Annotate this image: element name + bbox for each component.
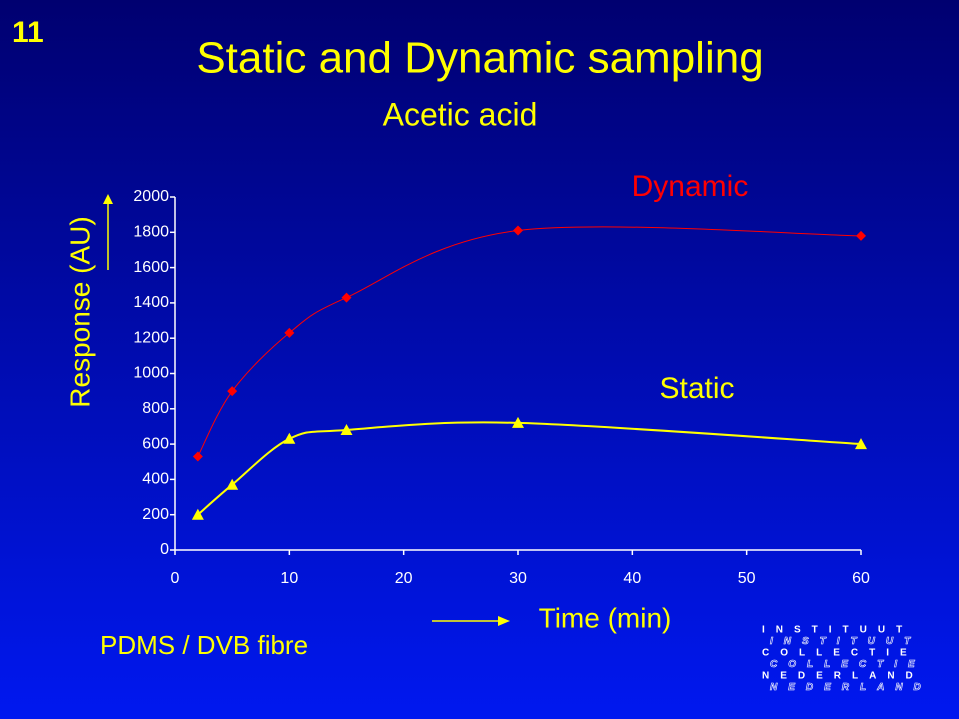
slide-number: 11 bbox=[12, 16, 44, 49]
y-tick-label: 1600 bbox=[133, 259, 169, 276]
y-tick-label: 1400 bbox=[133, 294, 169, 311]
series-label: Static bbox=[659, 372, 734, 405]
x-tick-label: 30 bbox=[509, 570, 527, 587]
data-point bbox=[341, 292, 352, 303]
data-point bbox=[513, 225, 523, 236]
y-tick-label: 800 bbox=[142, 400, 169, 417]
data-point bbox=[284, 327, 295, 338]
y-tick-label: 400 bbox=[142, 471, 169, 488]
x-tick-label: 50 bbox=[738, 570, 756, 587]
y-tick-label: 2000 bbox=[133, 188, 169, 205]
y-tick-label: 1800 bbox=[133, 224, 169, 241]
chart-title: Static and Dynamic sampling bbox=[196, 34, 763, 83]
data-point bbox=[855, 438, 867, 450]
data-point bbox=[512, 416, 524, 428]
x-axis-label: Time (min) bbox=[539, 602, 672, 633]
x-tick-label: 40 bbox=[623, 570, 641, 587]
logo-row: NEDERLAND bbox=[762, 671, 924, 682]
logo-row: COLLECTIE bbox=[770, 659, 926, 670]
x-tick-label: 60 bbox=[852, 570, 870, 587]
y-axis-label: Response (AU) bbox=[64, 216, 95, 407]
logo-row: NEDERLAND bbox=[770, 682, 932, 693]
y-tick-label: 1200 bbox=[133, 329, 169, 346]
plot: 0 200 400 600 800 1000 1200 1400 1600 1800 2000 0 10… bbox=[133, 170, 870, 587]
logo-row: INSTITUUT bbox=[762, 625, 913, 636]
x-tick-label: 10 bbox=[280, 570, 298, 587]
x-tick-label: 20 bbox=[395, 570, 413, 587]
logo-row: INSTITUUT bbox=[770, 636, 921, 647]
y-tick-label: 1000 bbox=[133, 365, 169, 382]
logo: INSTITUUTINSTITUUTCOLLECTIECOLLECTIENEDE… bbox=[762, 625, 932, 694]
y-tick-label: 200 bbox=[142, 506, 169, 523]
series-label: Dynamic bbox=[632, 170, 749, 203]
y-tick-label: 0 bbox=[160, 541, 169, 558]
x-arrow-head bbox=[498, 616, 510, 626]
logo-row: COLLECTIE bbox=[762, 648, 918, 659]
data-point bbox=[191, 508, 204, 520]
data-point bbox=[227, 386, 238, 397]
data-point bbox=[226, 478, 239, 490]
x-tick-label: 0 bbox=[171, 570, 180, 587]
y-tick-label: 600 bbox=[142, 435, 169, 452]
note: PDMS / DVB fibre bbox=[100, 630, 308, 660]
data-point bbox=[192, 451, 203, 462]
y-arrow-head bbox=[103, 194, 113, 204]
data-point bbox=[340, 423, 353, 435]
data-point bbox=[856, 230, 866, 241]
data-point bbox=[283, 432, 296, 444]
chart-subtitle: Acetic acid bbox=[383, 96, 538, 132]
